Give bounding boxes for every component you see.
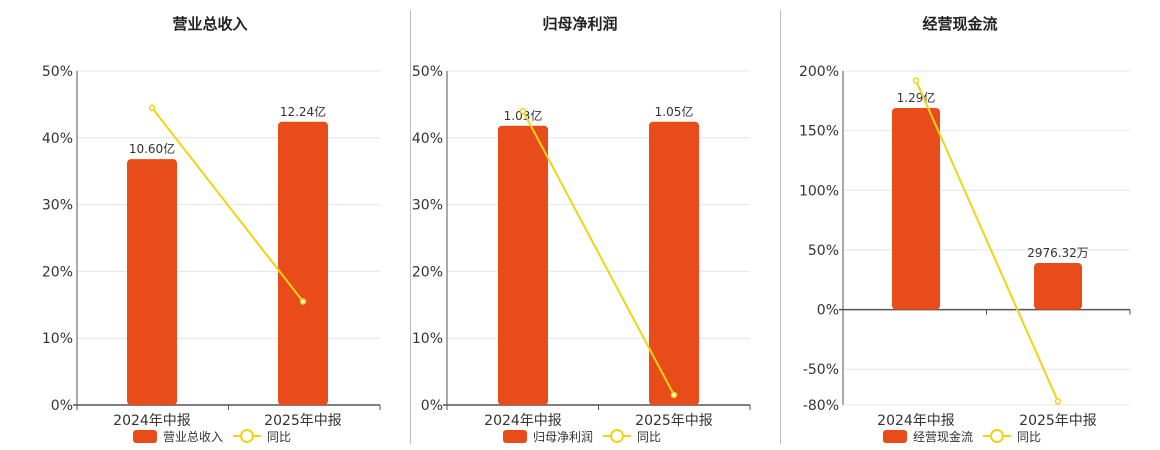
legend-bar-swatch[interactable] <box>883 430 907 443</box>
yoy-line <box>522 110 675 396</box>
y-tick-label: 20% <box>412 264 443 280</box>
x-category-label: 2024年中报 <box>877 413 955 429</box>
legend-line-marker <box>610 429 624 443</box>
y-tick-label: 30% <box>42 198 73 214</box>
legend-line-label: 同比 <box>1017 430 1041 444</box>
y-tick-label: 50% <box>412 64 443 80</box>
legend-line-label: 同比 <box>637 430 661 444</box>
legend-bar-label: 营业总收入 <box>163 430 223 444</box>
x-category-label: 2025年中报 <box>635 413 713 429</box>
y-tick-label: 30% <box>412 198 443 214</box>
x-category-label: 2024年中报 <box>484 413 562 429</box>
yoy-point <box>519 107 527 115</box>
yoy-point <box>912 77 920 84</box>
legend-line-marker <box>240 429 254 443</box>
legend-line-marker <box>990 429 1004 443</box>
bar-value-label: 12.24亿 <box>280 104 326 119</box>
chart-title: 经营现金流 <box>922 15 997 33</box>
x-category-label: 2025年中报 <box>264 413 342 429</box>
yoy-line <box>151 107 304 303</box>
x-category-label: 2025年中报 <box>1019 413 1097 429</box>
legend-bar-label: 归母净利润 <box>533 430 593 444</box>
y-tick-label: 40% <box>42 131 73 147</box>
y-tick-label: 50% <box>808 243 839 259</box>
legend-bar-label: 经营现金流 <box>913 429 973 444</box>
panel-divider <box>780 10 781 444</box>
yoy-point <box>670 391 678 399</box>
yoy-point <box>148 104 156 111</box>
bar <box>1034 263 1082 310</box>
bar <box>649 121 699 405</box>
chart-title: 营业总收入 <box>172 15 247 33</box>
yoy-point <box>299 298 307 305</box>
chart-title: 归母净利润 <box>542 15 617 33</box>
y-tick-label: 0% <box>817 303 839 319</box>
y-tick-label: -80% <box>803 398 839 414</box>
y-tick-label: 10% <box>412 331 443 347</box>
bar <box>127 159 177 405</box>
yoy-point <box>1054 398 1062 405</box>
bar-value-label: 1.29亿 <box>897 90 936 105</box>
legend-line-label: 同比 <box>267 430 291 444</box>
y-tick-label: 0% <box>421 398 443 414</box>
y-tick-label: 0% <box>51 398 73 414</box>
bar <box>892 107 940 310</box>
bar-value-label: 1.03亿 <box>504 108 543 123</box>
y-tick-label: 50% <box>42 64 73 80</box>
y-tick-label: 40% <box>412 131 443 147</box>
bar <box>498 125 548 405</box>
legend-bar-swatch[interactable] <box>133 430 157 443</box>
bar-value-label: 2976.32万 <box>1027 246 1089 260</box>
yoy-line <box>915 80 1059 402</box>
bar-value-label: 10.60亿 <box>129 141 175 156</box>
bar <box>278 121 328 405</box>
y-tick-label: 20% <box>42 264 73 280</box>
y-tick-label: 100% <box>799 183 839 199</box>
y-tick-label: 10% <box>42 331 73 347</box>
x-category-label: 2024年中报 <box>113 413 191 429</box>
legend-bar-swatch[interactable] <box>503 430 527 443</box>
y-tick-label: -50% <box>803 362 839 378</box>
panel-divider <box>410 10 411 444</box>
y-tick-label: 150% <box>799 124 839 140</box>
y-tick-label: 200% <box>799 64 839 80</box>
bar-value-label: 1.05亿 <box>655 104 694 119</box>
